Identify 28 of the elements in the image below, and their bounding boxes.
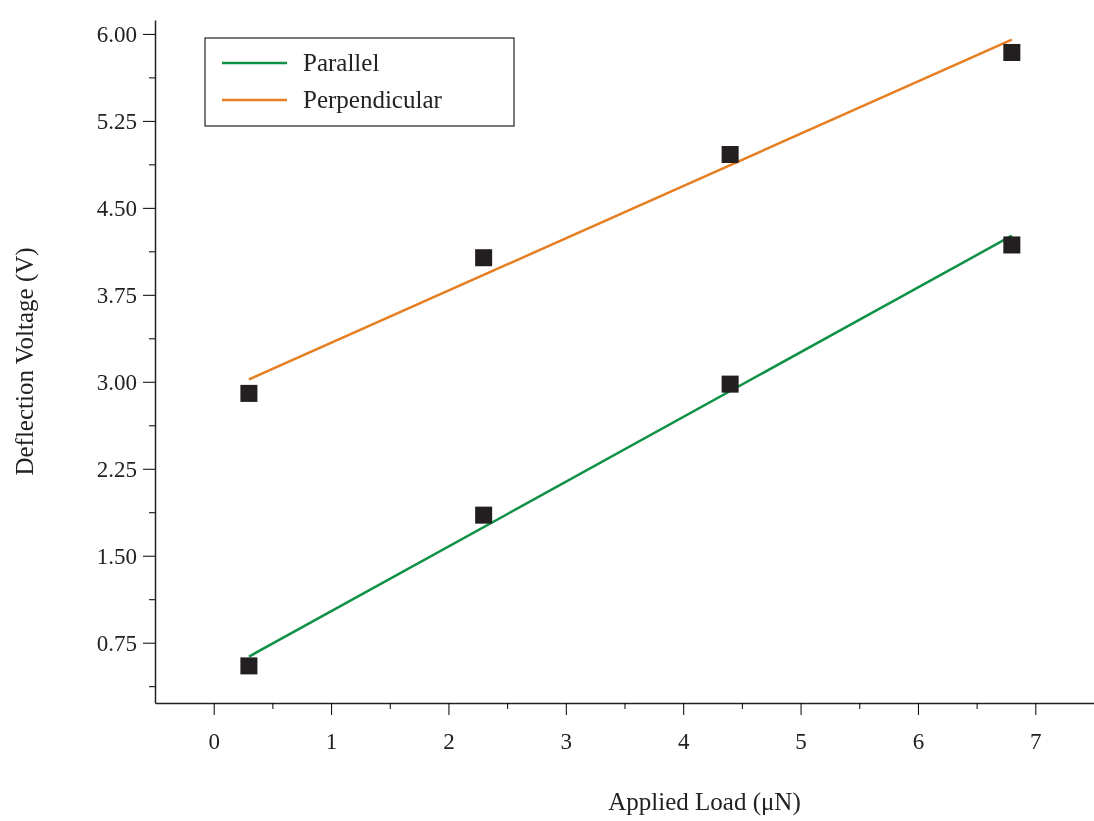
- point: [1003, 236, 1021, 254]
- x-tick-label: 2: [443, 728, 455, 754]
- x-axis-title: Applied Load (μN): [608, 788, 801, 816]
- x-tick-label: 6: [912, 728, 925, 754]
- x-tick-label: 0: [208, 728, 220, 754]
- point: [475, 506, 493, 524]
- x-tick-label: 1: [325, 728, 338, 754]
- legend-label: Parallel: [303, 49, 380, 76]
- y-axis-title: Deflection Voltage (V): [11, 247, 39, 476]
- y-tick-label: 1.50: [96, 543, 137, 569]
- point: [240, 657, 258, 675]
- y-tick-label: 2.25: [96, 456, 137, 482]
- point: [1003, 43, 1021, 61]
- y-tick-label: 3.75: [96, 282, 137, 308]
- x-tick-label: 4: [677, 728, 690, 754]
- y-tick-label: 4.50: [96, 195, 137, 221]
- point: [721, 375, 739, 393]
- x-tick-label: 5: [795, 728, 807, 754]
- y-tick-label: 6.00: [96, 21, 137, 47]
- x-tick-label: 3: [560, 728, 573, 754]
- point: [475, 249, 493, 267]
- legend-label: Perpendicular: [303, 86, 443, 113]
- y-tick-label: 0.75: [96, 630, 137, 656]
- x-tick-label: 7: [1030, 728, 1042, 754]
- point: [240, 384, 258, 402]
- y-tick-label: 3.00: [96, 369, 137, 395]
- point: [721, 146, 739, 164]
- y-tick-label: 5.25: [96, 108, 137, 134]
